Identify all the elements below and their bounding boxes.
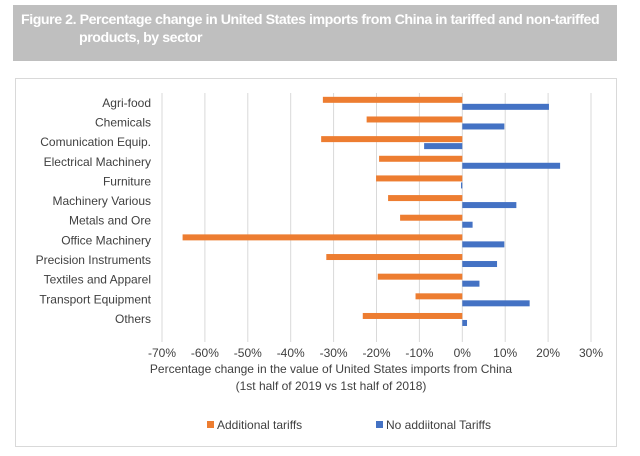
bar-no-additional-tariffs: [461, 182, 463, 189]
bar-additional-tariffs: [362, 312, 463, 319]
bar-additional-tariffs: [388, 195, 463, 202]
x-axis-title-line1: Percentage change in the value of United…: [150, 362, 513, 376]
bar-no-additional-tariffs: [462, 319, 468, 326]
x-tick-label: -60%: [191, 346, 219, 360]
category-labels: Agri-food Chemicals Comunication Equip. Ele…: [36, 96, 152, 326]
x-tick-label: 10%: [493, 346, 517, 360]
category-label: Furniture: [103, 174, 151, 188]
bar-additional-tariffs: [322, 96, 463, 103]
chart-container: Agri-food Chemicals Comunication Equip. Ele…: [15, 78, 617, 447]
category-label: Agri-food: [102, 96, 151, 110]
x-tick-label: -30%: [320, 346, 348, 360]
x-tick-label: -70%: [148, 346, 176, 360]
bar-additional-tariffs: [376, 175, 463, 182]
category-label: Others: [115, 312, 151, 326]
bar-no-additional-tariffs: [424, 143, 463, 150]
category-label: Textiles and Apparel: [44, 273, 151, 287]
bar-no-additional-tariffs: [462, 221, 473, 228]
x-tick-label: -40%: [277, 346, 305, 360]
x-tick-label: -10%: [405, 346, 433, 360]
x-tick-label: -50%: [234, 346, 262, 360]
x-tick-label: -20%: [362, 346, 390, 360]
legend-label: Additional tariffs: [217, 418, 302, 432]
category-label: Machinery Various: [53, 194, 151, 208]
category-label: Electrical Machinery: [44, 155, 151, 169]
legend: Additional tariffs No addiitonal Tariffs: [207, 418, 491, 432]
legend-swatch: [376, 421, 383, 428]
bar-additional-tariffs: [400, 214, 463, 221]
bar-additional-tariffs: [366, 116, 463, 123]
bar-no-additional-tariffs: [462, 280, 480, 287]
figure-title-line2: products, by sector: [79, 30, 203, 46]
category-label: Chemicals: [95, 115, 151, 129]
bar-no-additional-tariffs: [462, 261, 498, 268]
bar-no-additional-tariffs: [462, 202, 517, 209]
bar-additional-tariffs: [415, 293, 463, 300]
legend-swatch: [207, 421, 214, 428]
bar-additional-tariffs: [377, 273, 463, 280]
bar-no-additional-tariffs: [462, 241, 505, 248]
bar-no-additional-tariffs: [462, 300, 530, 307]
x-tick-label: 20%: [536, 346, 560, 360]
category-label: Precision Instruments: [36, 253, 151, 267]
bar-additional-tariffs: [326, 254, 463, 261]
category-label: Metals and Ore: [69, 214, 151, 228]
bar-no-additional-tariffs: [462, 162, 561, 169]
x-tick-label: 30%: [579, 346, 603, 360]
x-tick-labels: -70% -60% -50% -40% -30% -20% -10% 0% 10% 20% 30%: [148, 346, 603, 360]
bar-additional-tariffs: [321, 136, 463, 143]
gridlines: [161, 93, 592, 342]
bar-additional-tariffs: [379, 155, 463, 162]
x-tick-label: 0%: [454, 346, 472, 360]
bar-no-additional-tariffs: [462, 103, 549, 110]
figure-header: Figure 2. Percentage change in United St…: [13, 5, 617, 61]
bars: [182, 96, 561, 326]
category-label: Comunication Equip.: [40, 135, 151, 149]
bar-additional-tariffs: [182, 234, 463, 241]
category-label: Transport Equipment: [39, 292, 151, 306]
bar-no-additional-tariffs: [462, 123, 505, 130]
x-axis-title-line2: (1st half of 2019 vs 1st half of 2018): [236, 379, 427, 393]
legend-label: No addiitonal Tariffs: [386, 418, 491, 432]
category-label: Office Machinery: [61, 233, 151, 247]
bar-chart: Agri-food Chemicals Comunication Equip. Ele…: [36, 93, 603, 432]
figure-title-line1: Figure 2. Percentage change in United St…: [21, 12, 600, 28]
